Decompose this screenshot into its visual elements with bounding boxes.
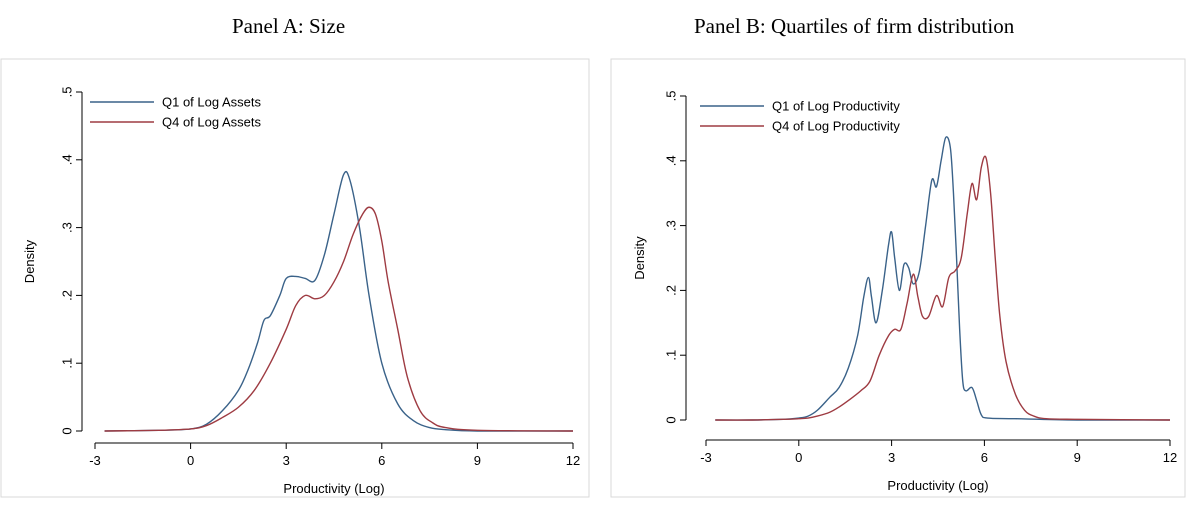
panel-a-y-tick-label: .1 <box>59 358 74 369</box>
panel-b-x-tick-label: -3 <box>700 450 712 465</box>
panel-a-x-axis-label: Productivity (Log) <box>283 481 384 496</box>
panel-b-frame <box>610 58 1186 498</box>
panel-b-y-tick-label: .5 <box>663 91 678 102</box>
panel-a-x-tick-label: -3 <box>89 453 101 468</box>
panel-b-x-tick-label: 6 <box>981 450 988 465</box>
panel-b-chart: -3 0 3 6 9 12 Productivity (Log) 0 .1 .2 .3 .4 .5 Den… <box>610 58 1186 498</box>
panel-a-frame <box>0 58 590 498</box>
panel-a-y-tick-label: .5 <box>59 87 74 98</box>
panel-a-legend-label-1: Q1 of Log Assets <box>162 95 262 110</box>
panel-b-y-tick-label: .3 <box>663 220 678 231</box>
panel-b-legend-label-2: Q4 of Log Productivity <box>772 119 900 134</box>
panel-a-x-tick-label: 9 <box>474 453 481 468</box>
panel-b-title: Panel B: Quartiles of firm distribution <box>694 14 1015 38</box>
panel-a-legend-label-2: Q4 of Log Assets <box>162 115 262 130</box>
panel-b-legend-label-1: Q1 of Log Productivity <box>772 99 900 114</box>
panel-a-chart: -3 0 3 6 9 12 Productivity (Log) 0 .1 .2 .3 .4 .5 Den… <box>0 58 590 498</box>
panel-a-x-tick-label: 6 <box>378 453 385 468</box>
panel-a-y-tick-label: .2 <box>59 290 74 301</box>
panel-b-y-tick-label: .2 <box>663 285 678 296</box>
panel-b-y-tick-label: .4 <box>663 155 678 166</box>
panel-a-y-tick-label: 0 <box>59 427 74 434</box>
panel-b-x-tick-label: 0 <box>795 450 802 465</box>
panel-a-series-line-2 <box>104 206 574 432</box>
panel-b-y-tick-label: 0 <box>663 416 678 423</box>
panel-a-y-tick-label: .4 <box>59 154 74 165</box>
panel-b-y-tick-label: .1 <box>663 350 678 361</box>
panel-a-x-tick-label: 0 <box>187 453 194 468</box>
panel-a-x-tick-label: 3 <box>283 453 290 468</box>
panel-b-series-line-1 <box>715 136 1171 421</box>
panel-b-x-axis-label: Productivity (Log) <box>887 478 988 493</box>
panel-a-y-tick-label: .3 <box>59 222 74 233</box>
panel-b-x-tick-label: 9 <box>1074 450 1081 465</box>
panel-a-title: Panel A: Size <box>232 14 346 38</box>
panel-a-series-line-1 <box>104 170 574 432</box>
panel-b-y-axis-label: Density <box>632 236 647 280</box>
panel-a-x-tick-label: 12 <box>566 453 580 468</box>
panel-b-x-tick-label: 3 <box>888 450 895 465</box>
panel-a-y-axis-label: Density <box>22 239 37 283</box>
panel-b-x-tick-label: 12 <box>1163 450 1177 465</box>
panel-b-series-line-2 <box>715 155 1171 421</box>
